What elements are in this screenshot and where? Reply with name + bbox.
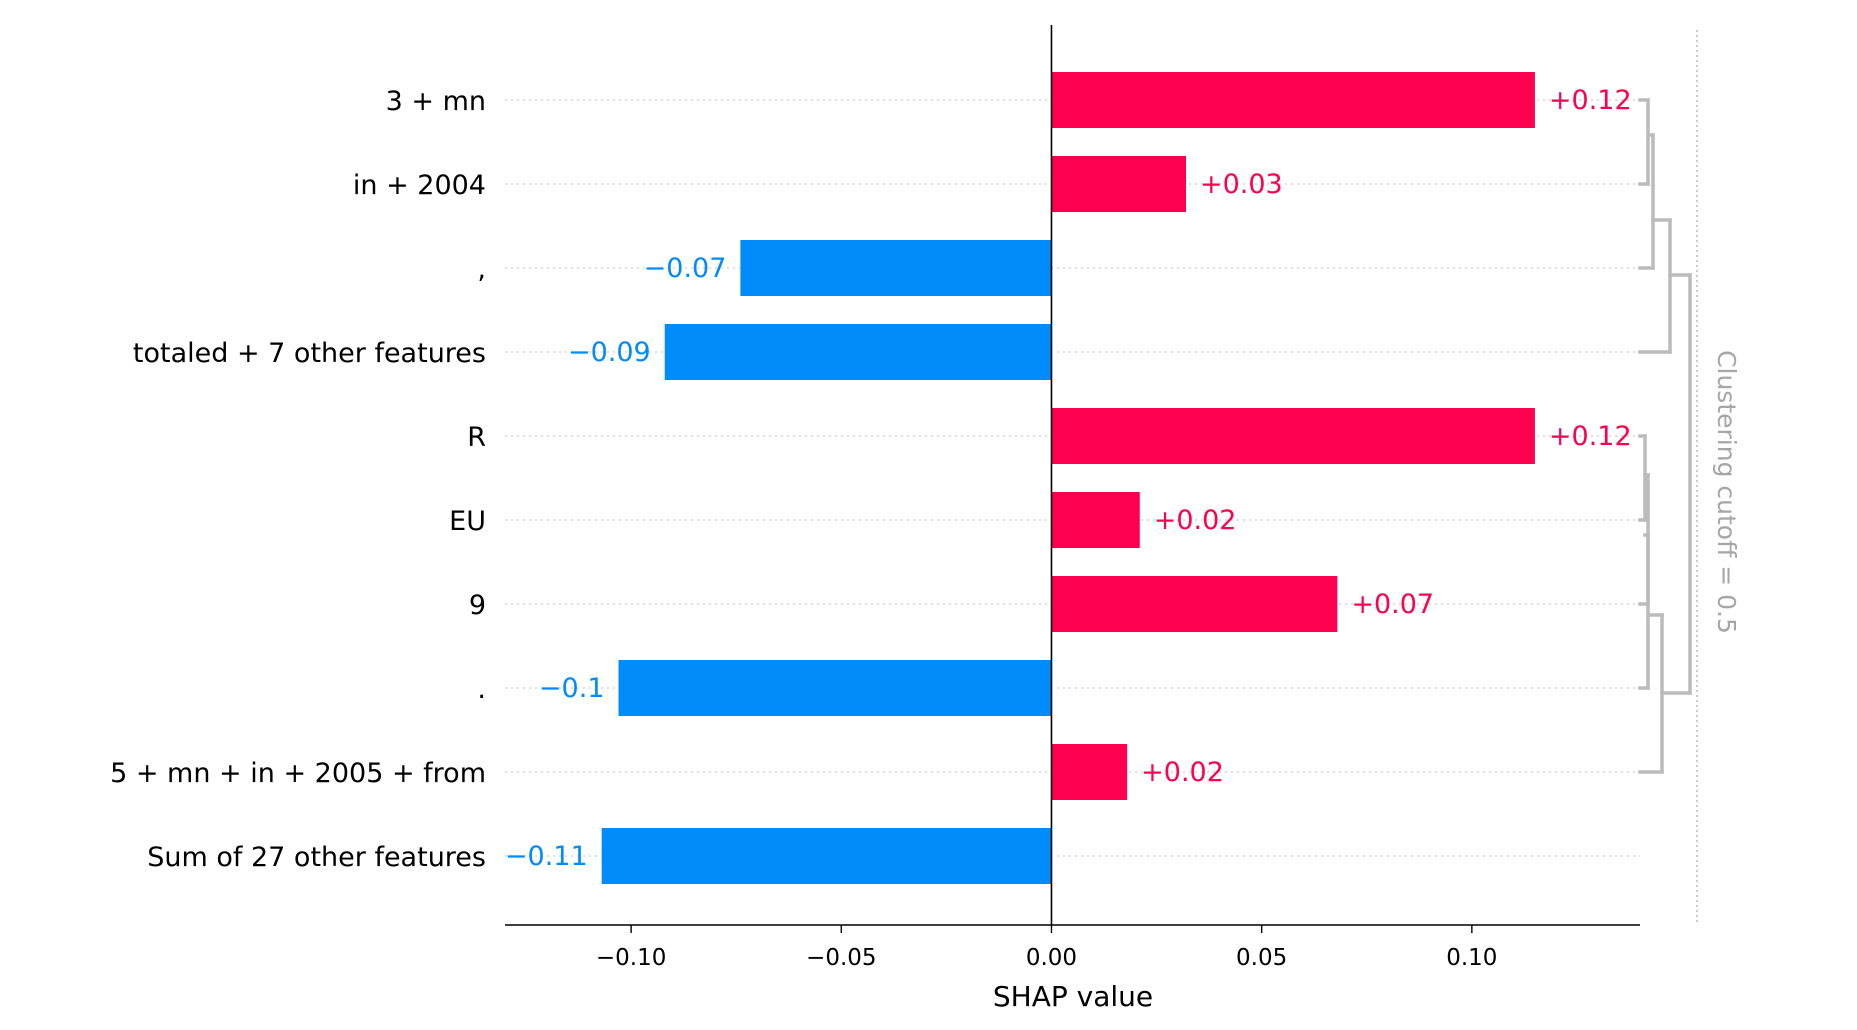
data-label: +0.03 (1200, 169, 1283, 200)
bar (1051, 576, 1338, 632)
bar (1051, 72, 1535, 128)
category-label: EU (449, 506, 486, 537)
data-label: −0.07 (644, 253, 727, 284)
row-guides (505, 99, 1640, 857)
category-label: 5 + mn + in + 2005 + from (110, 758, 486, 789)
bar (1051, 744, 1128, 800)
data-labels: +0.12 +0.03 −0.07 −0.09 +0.12 +0.02 +0.07 −0.1 +… (505, 85, 1632, 872)
x-tick-label: −0.05 (806, 945, 876, 971)
bar (740, 240, 1052, 296)
bar (618, 660, 1052, 716)
category-label: R (467, 422, 486, 453)
category-label: in + 2004 (353, 170, 486, 201)
data-label: +0.12 (1549, 85, 1632, 116)
data-label: +0.12 (1549, 421, 1632, 452)
data-label: −0.1 (539, 673, 605, 704)
category-label: Sum of 27 other features (147, 842, 486, 873)
x-axis: −0.10 −0.05 0.00 0.05 0.10 (505, 924, 1640, 971)
x-axis-title: SHAP value (993, 980, 1153, 1013)
data-label: +0.07 (1351, 589, 1434, 620)
category-label: totaled + 7 other features (133, 338, 486, 369)
category-labels: 3 + mn in + 2004, totaled + 7 other featur… (110, 86, 486, 873)
category-label: , (477, 254, 486, 285)
x-tick-label: 0.00 (1026, 945, 1077, 971)
bar (1051, 492, 1140, 548)
category-label: . (477, 674, 486, 705)
clustering-cutoff-label: Clustering cutoff = 0.5 (1712, 350, 1741, 634)
data-label: +0.02 (1154, 505, 1237, 536)
data-label: +0.02 (1141, 757, 1224, 788)
x-tick-label: 0.10 (1446, 945, 1497, 971)
data-label: −0.11 (505, 841, 588, 872)
bar (1051, 156, 1186, 212)
category-label: 3 + mn (386, 86, 486, 117)
bars (601, 72, 1535, 884)
x-tick-label: 0.05 (1236, 945, 1287, 971)
bar (601, 828, 1052, 884)
bar (664, 324, 1052, 380)
bar (1051, 408, 1535, 464)
clustering-dendrogram (1638, 98, 1692, 774)
category-label: 9 (469, 590, 486, 621)
data-label: −0.09 (568, 337, 651, 368)
x-tick-label: −0.10 (596, 945, 666, 971)
